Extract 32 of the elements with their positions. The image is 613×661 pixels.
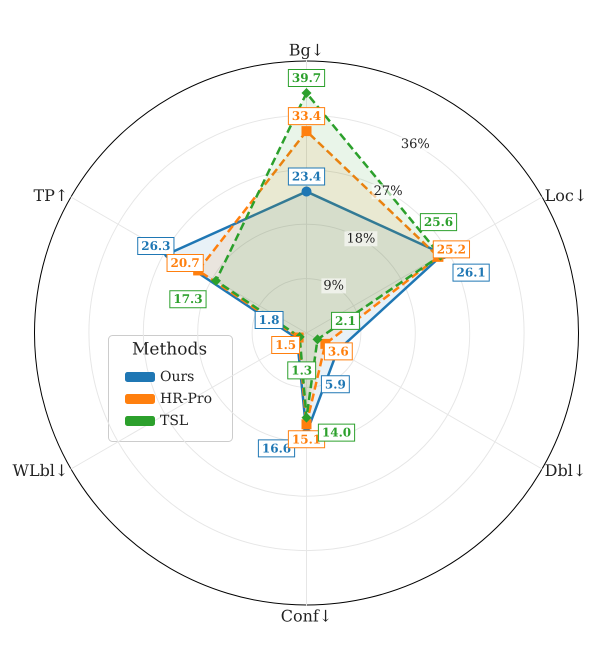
spoke-label: WLbl↓ (12, 461, 68, 480)
spoke-label: Dbl↓ (544, 461, 586, 480)
legend-title: Methods (132, 340, 208, 360)
data-label: 3.6 (328, 344, 349, 358)
legend-label: Ours (160, 369, 194, 385)
data-label: 1.5 (275, 338, 296, 352)
data-label: 5.9 (324, 377, 346, 392)
spoke-label: TP↑ (34, 186, 68, 205)
data-label: 26.3 (141, 239, 170, 254)
data-label: 17.3 (173, 292, 203, 306)
data-label: 33.4 (292, 109, 322, 124)
data-label: 39.7 (292, 71, 322, 86)
data-label: 26.1 (456, 266, 486, 280)
data-label: 1.8 (258, 312, 280, 327)
y-tick-label: 9% (323, 278, 344, 294)
data-label: 23.4 (292, 170, 322, 184)
data-label: 15.1 (292, 432, 322, 446)
data-label: 16.6 (262, 441, 292, 456)
spoke-label: Bg↓ (288, 40, 324, 60)
data-label: 20.7 (170, 256, 200, 270)
y-tick-label: 36% (400, 137, 430, 152)
legend-label: HR-Pro (160, 391, 212, 407)
legend-label: TSL (160, 413, 188, 429)
data-label: 14.0 (322, 426, 352, 440)
spoke-label: Loc↓ (544, 186, 588, 205)
data-label: 25.2 (436, 242, 466, 256)
data-label: 1.3 (291, 363, 312, 378)
data-label: 25.6 (424, 215, 454, 230)
y-tick-label: 18% (346, 231, 376, 246)
spoke-label: Conf↓ (280, 606, 332, 626)
data-label: 2.1 (335, 314, 356, 328)
y-tick-label: 27% (374, 184, 403, 200)
